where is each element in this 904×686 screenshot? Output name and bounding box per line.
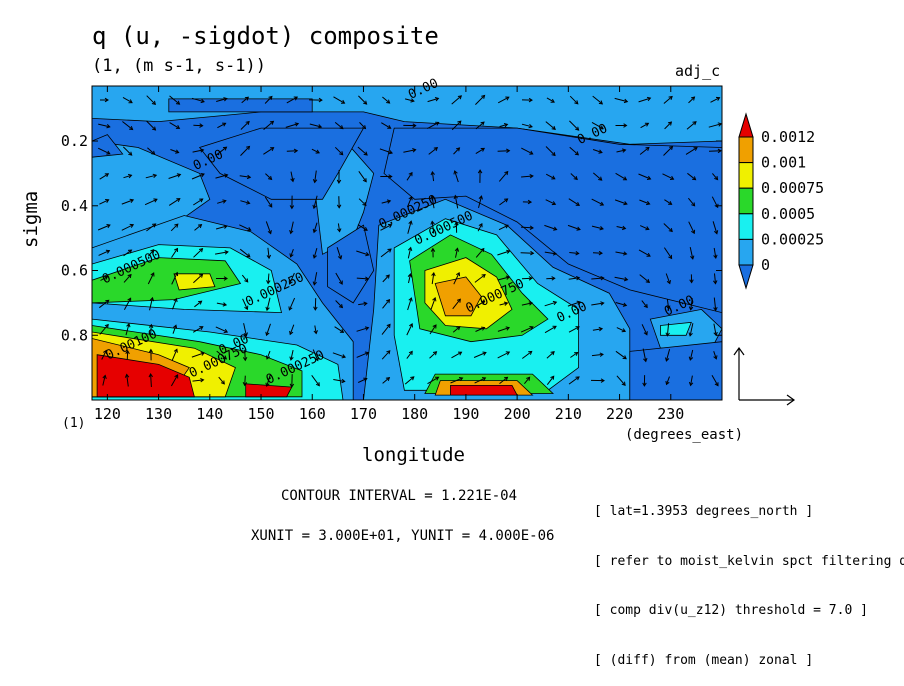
contour-region-level-6 [451,385,518,395]
heatmap-chart: 0.000.000.000.0002500.0005000.0005000.00… [0,0,904,654]
vector-arrow [521,253,534,254]
colorbar-box [739,188,753,214]
y-tick-label: 0.4 [61,197,88,215]
colorbar-extend-max [739,114,753,137]
x-tick-label: 150 [247,405,274,423]
x-tick-label: 160 [299,405,326,423]
y-tick-label: 0.6 [61,262,88,280]
note-line: [ (diff) from (mean) zonal ] [594,653,904,670]
colorbar-label: 0.00025 [761,230,824,248]
colorbar: 0.0012 0.001 0.00075 0.0005 0.00025 0 [739,114,824,288]
reference-vector [734,348,794,405]
x-tick-label: 200 [504,405,531,423]
colorbar-label: 0.001 [761,154,806,172]
vector-arrow [498,151,510,152]
x-tick-label: 210 [555,405,582,423]
colorbar-label: 0.0012 [761,128,815,146]
x-tick-label: 130 [145,405,172,423]
x-tick-label: 180 [401,405,428,423]
colorbar-extend-min [739,265,753,288]
colorbar-label: 0.00075 [761,179,824,197]
contour-fills [92,86,722,400]
colorbar-box [739,214,753,240]
colorbar-box [739,163,753,189]
colorbar-box [739,239,753,265]
x-tick-label: 190 [452,405,479,423]
y-tick-label: 0.8 [61,326,88,344]
x-tick-label: 230 [657,405,684,423]
colorbar-box [739,137,753,163]
x-tick-label: 170 [350,405,377,423]
colorbar-label: 0 [761,256,770,274]
colorbar-label: 0.0005 [761,205,815,223]
x-tick-label: 140 [196,405,223,423]
x-tick-label: 220 [606,405,633,423]
y-tick-label: 0.2 [61,132,88,150]
x-tick-label: 120 [94,405,121,423]
